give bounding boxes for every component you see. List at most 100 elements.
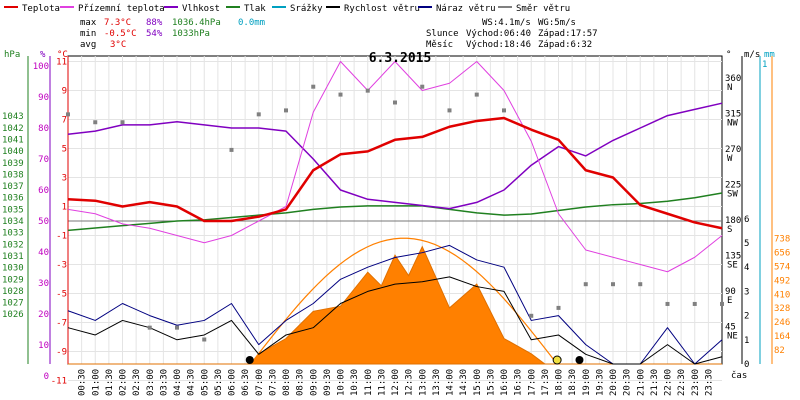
x-tick-label: 16:30 — [514, 369, 524, 396]
moon-rise: Východ:18:46 — [466, 40, 531, 50]
x-tick-label: 17:00 — [527, 369, 537, 396]
c-unit-label: °C — [57, 50, 68, 60]
stat-max-hum: 88% — [146, 18, 163, 28]
ms-tick-label: 0 — [744, 360, 749, 370]
legend-label: Rychlost větru — [344, 4, 420, 14]
wind-dir-point — [611, 282, 615, 287]
sunset-marker — [552, 355, 562, 365]
dir-tick-label: SW — [727, 189, 738, 199]
hpa-tick-label: 1026 — [2, 310, 24, 320]
legend-label: Tlak — [244, 4, 266, 14]
hpa-tick-label: 1041 — [2, 135, 24, 145]
solar-tick-label: 574 — [774, 262, 790, 272]
x-tick-label: 12:30 — [405, 369, 415, 396]
x-tick-label: 20:30 — [623, 369, 633, 396]
wind-dir-point — [502, 108, 506, 113]
moonrise-marker — [575, 356, 584, 364]
wind-dir-point — [66, 112, 70, 117]
legend: Teplota Přízemní teplota Vlhkost Tlak Srážky… — [4, 4, 570, 14]
hpa-tick-label: 1033 — [2, 229, 24, 239]
wind-dir-point — [284, 108, 288, 113]
wind-dir-point — [256, 112, 261, 117]
c-tick-label: 3 — [62, 174, 67, 184]
pct-tick-label: 40 — [38, 248, 49, 258]
pct-tick-label: 50 — [38, 217, 49, 227]
legend-label: Přízemní teplota — [78, 4, 165, 14]
x-tick-label: 16:00 — [500, 369, 510, 396]
stat-max-temp: 7.3°C — [104, 18, 131, 28]
hpa-unit-label: hPa — [4, 50, 20, 60]
c-tick-label: -3 — [56, 261, 67, 271]
wind-dir-point — [529, 313, 534, 318]
plot-area — [66, 61, 724, 365]
hpa-tick-label: 1034 — [2, 217, 24, 227]
legend-label: Směr větru — [516, 4, 570, 14]
series-humidity — [67, 102, 723, 210]
stat-avg-label: avg — [80, 40, 96, 50]
deg-tick-label: 360 — [725, 74, 741, 84]
moon-label: Měsíc — [426, 40, 453, 50]
x-tick-label: 00:30 — [78, 369, 88, 396]
pct-tick-label: 0 — [44, 372, 49, 382]
hpa-tick-label: 1030 — [2, 264, 24, 274]
x-tick-label: 10:00 — [337, 369, 347, 396]
solar-max-arc — [250, 237, 558, 365]
hpa-tick-label: 1037 — [2, 182, 24, 192]
c-tick-label: -5 — [56, 290, 67, 300]
x-tick-label: 01:30 — [105, 369, 115, 396]
solar-tick-label: 492 — [774, 276, 790, 286]
legend-label: Srážky — [290, 4, 323, 14]
wind-dir-point — [120, 120, 125, 125]
wind-dir-point — [202, 337, 207, 342]
hpa-tick-label: 1035 — [2, 205, 24, 215]
pct-tick-label: 90 — [38, 93, 49, 103]
c-tick-label: -7 — [56, 319, 67, 329]
dir-tick-label: SE — [727, 261, 738, 271]
x-tick-label: 11:00 — [364, 369, 374, 396]
deg-tick-label: 45 — [725, 323, 736, 333]
sun-set: Západ:17:57 — [538, 29, 598, 39]
hpa-tick-label: 1038 — [2, 170, 24, 180]
sun-rise: Východ:06:40 — [466, 29, 531, 39]
wind-speed-info: WS:4.1m/s — [482, 18, 531, 28]
pct-tick-label: 20 — [38, 310, 49, 320]
x-tick-label: 14:30 — [459, 369, 469, 396]
solar-tick-label: 246 — [774, 318, 790, 328]
mm-unit-label: mm — [764, 50, 775, 60]
pct-unit-label: % — [40, 50, 46, 60]
x-tick-label: 23:00 — [691, 369, 701, 396]
pct-tick-label: 100 — [33, 62, 49, 72]
x-tick-label: 18:00 — [555, 369, 565, 396]
wind-gust-info: WG:5m/s — [538, 18, 576, 28]
c-tick-label: 5 — [62, 145, 67, 155]
solar-tick-label: 328 — [774, 304, 790, 314]
c-tick-label: -9 — [56, 348, 67, 358]
ms-tick-label: 2 — [744, 312, 749, 322]
hpa-tick-label: 1042 — [2, 124, 24, 134]
hpa-tick-label: 1031 — [2, 252, 24, 262]
x-tick-label: 07:00 — [255, 369, 265, 396]
legend-label: Teplota — [22, 4, 60, 14]
ms-tick-label: 3 — [744, 287, 749, 297]
x-tick-label: 17:30 — [541, 369, 551, 396]
x-tick-label: 13:00 — [418, 369, 428, 396]
legend-label: Vlhkost — [182, 4, 220, 14]
x-tick-label: 13:30 — [432, 369, 442, 396]
wind-dir-point — [393, 100, 397, 105]
dir-tick-label: E — [727, 296, 732, 306]
hpa-tick-label: 1029 — [2, 275, 24, 285]
solar-tick-label: 656 — [774, 248, 790, 258]
pct-tick-label: 70 — [38, 155, 49, 165]
series-ground-temp — [67, 61, 723, 273]
dir-tick-label: NW — [727, 118, 738, 128]
wind-dir-point — [556, 305, 561, 310]
wind-dir-point — [638, 282, 643, 287]
x-tick-label: 18:30 — [568, 369, 578, 396]
wind-dir-point — [229, 147, 234, 152]
pct-tick-label: 60 — [38, 186, 49, 196]
c-tick-label: -1 — [56, 232, 67, 242]
wind-dir-point — [474, 92, 479, 97]
ms-tick-label: 6 — [744, 215, 749, 225]
x-tick-label: 01:00 — [91, 369, 101, 396]
hpa-tick-label: 1043 — [2, 112, 24, 122]
